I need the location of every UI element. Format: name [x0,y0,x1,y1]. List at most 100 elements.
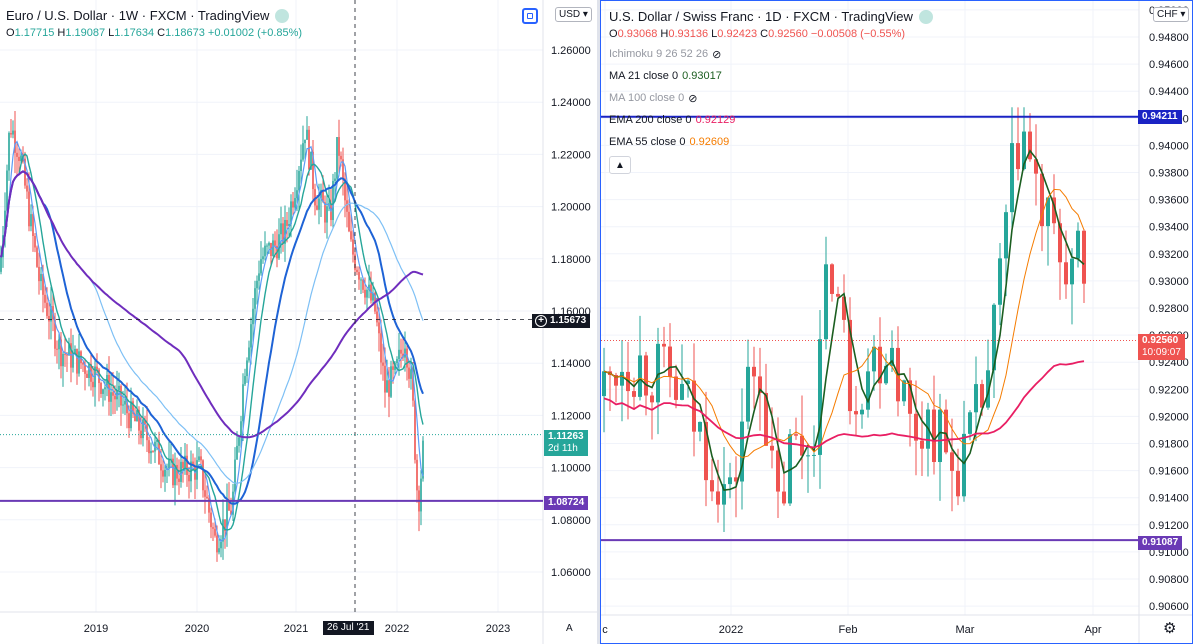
auto-scale-button[interactable]: A [566,623,573,634]
candle-body [902,380,906,402]
ma-long-line [0,170,424,505]
candle-body [250,324,252,348]
crosshair-date: 26 Jul '21 [327,622,370,633]
chevron-up-icon: ▲ [615,159,625,171]
collapse-legend-button[interactable]: ▲ [609,156,631,174]
right-currency-dropdown[interactable]: CHF ▾ [1153,7,1190,22]
candle-body [836,293,840,297]
candle-body [860,409,864,415]
candle-body [254,288,256,309]
support-price: 0.91087 [1142,537,1179,548]
candle-body [294,198,296,208]
candle-body [202,460,204,491]
candle-body [920,440,924,449]
candle-body [956,470,960,497]
candle-body [180,461,182,482]
candle-body [1058,223,1062,263]
resistance-price: 0.94211 [1142,111,1178,122]
ohlc-label: L [711,28,718,40]
time-tick-label: 2022 [719,624,743,636]
left-symbol-title[interactable]: Euro / U.S. Dollar · 1W · FXCM · Trading… [6,8,270,23]
candle-body [324,202,326,223]
candle-body [146,424,148,441]
candle-body [222,519,224,542]
candle-body [48,315,50,322]
indicator-ma21[interactable]: MA 21 close 0 0.93017 [609,68,933,84]
candle-body [56,348,58,350]
candle-body [944,409,948,453]
ohlc-label: H [660,28,669,40]
indicator-ema200[interactable]: EMA 200 close 0 0.92129 [609,112,933,128]
left-crosshair-price-tag: + 1.15673 [532,314,591,328]
left-currency-label: USD [559,9,581,20]
indicator-ma100[interactable]: MA 100 close 0 ⊘ [609,90,933,106]
gear-icon[interactable]: ⚙ [1163,620,1177,637]
ohlc-high: 0.93136 [668,28,709,40]
ohlc-open: 0.93068 [617,28,658,40]
right-currency-label: CHF [1157,9,1178,20]
candle-body [362,279,364,290]
candle-body [686,380,690,384]
time-tick-label: c [602,624,608,636]
candle-body [88,363,90,378]
candle-body [416,459,418,491]
price-tick-label: 0.91600 [1149,466,1189,478]
time-tick-label: Mar [956,624,975,636]
candle-body [368,284,370,290]
add-plus-icon[interactable]: + [535,315,547,327]
candle-body [662,343,666,347]
candle-body [346,200,348,212]
candle-body [890,347,894,366]
sync-toggle-icon[interactable] [522,8,538,24]
price-tick-label: 1.08000 [551,515,591,527]
candle-body [34,236,36,248]
left-currency-dropdown[interactable]: USD ▾ [555,7,592,22]
candle-body [272,240,274,257]
candle-body [116,389,118,400]
candle-body [286,219,288,226]
candle-body [8,133,10,171]
ema55-line [603,188,1085,459]
candle-body [118,385,120,390]
candle-body [380,333,382,363]
market-status-icon[interactable] [275,8,290,23]
usdchf-chart-canvas[interactable]: 0.950000.948000.946000.944000.942000.940… [601,1,1193,644]
eye-hidden-icon[interactable]: ⊘ [688,92,698,105]
price-tick-label: 0.93200 [1149,249,1189,261]
price-tick-label: 0.90800 [1149,574,1189,586]
pane-divider[interactable] [597,0,600,644]
candle-body [382,362,384,366]
candle-body [288,224,290,226]
candle-body [260,259,262,274]
candle-body [938,409,942,463]
candle-body [914,413,918,441]
right-last-price-tag: 0.92560 10:09:07 [1138,334,1185,360]
eye-hidden-icon[interactable]: ⊘ [712,48,722,61]
candle-body [734,477,738,482]
candle-body [158,439,160,465]
indicator-ema55[interactable]: EMA 55 close 0 0.92609 [609,134,933,150]
right-ohlc: O0.93068 H0.93136 L0.92423 C0.92560 −0.0… [609,28,933,40]
candle-body [614,375,618,386]
time-tick-label: 2020 [185,623,209,635]
indicator-ichimoku[interactable]: Ichimoku 9 26 52 26 ⊘ [609,46,933,62]
candle-body [292,201,294,208]
price-tick-label: 0.92800 [1149,303,1189,315]
right-symbol-title[interactable]: U.S. Dollar / Swiss Franc · 1D · FXCM · … [609,9,913,24]
ohlc-label: O [6,27,15,39]
candle-body [986,370,990,408]
ohlc-change: +0.01002 (+0.85%) [207,27,303,39]
candle-body [282,223,284,244]
candle-body [1028,131,1032,160]
candle-body [1076,230,1080,259]
right-chart-pane[interactable]: 0.950000.948000.946000.944000.942000.940… [600,0,1193,644]
market-status-icon[interactable] [918,9,933,24]
candle-body [156,439,158,442]
candle-body [704,421,708,481]
ma-short-line [0,140,424,543]
candle-body [46,302,48,316]
candle-body [764,392,768,446]
left-chart-pane[interactable]: 1.26000 1.24000 1.22000 1.20000 1.18000 1.160… [0,0,597,644]
candle-body [422,440,424,479]
eurusd-chart-canvas[interactable]: 1.260001.240001.220001.200001.180001.160… [0,0,597,644]
